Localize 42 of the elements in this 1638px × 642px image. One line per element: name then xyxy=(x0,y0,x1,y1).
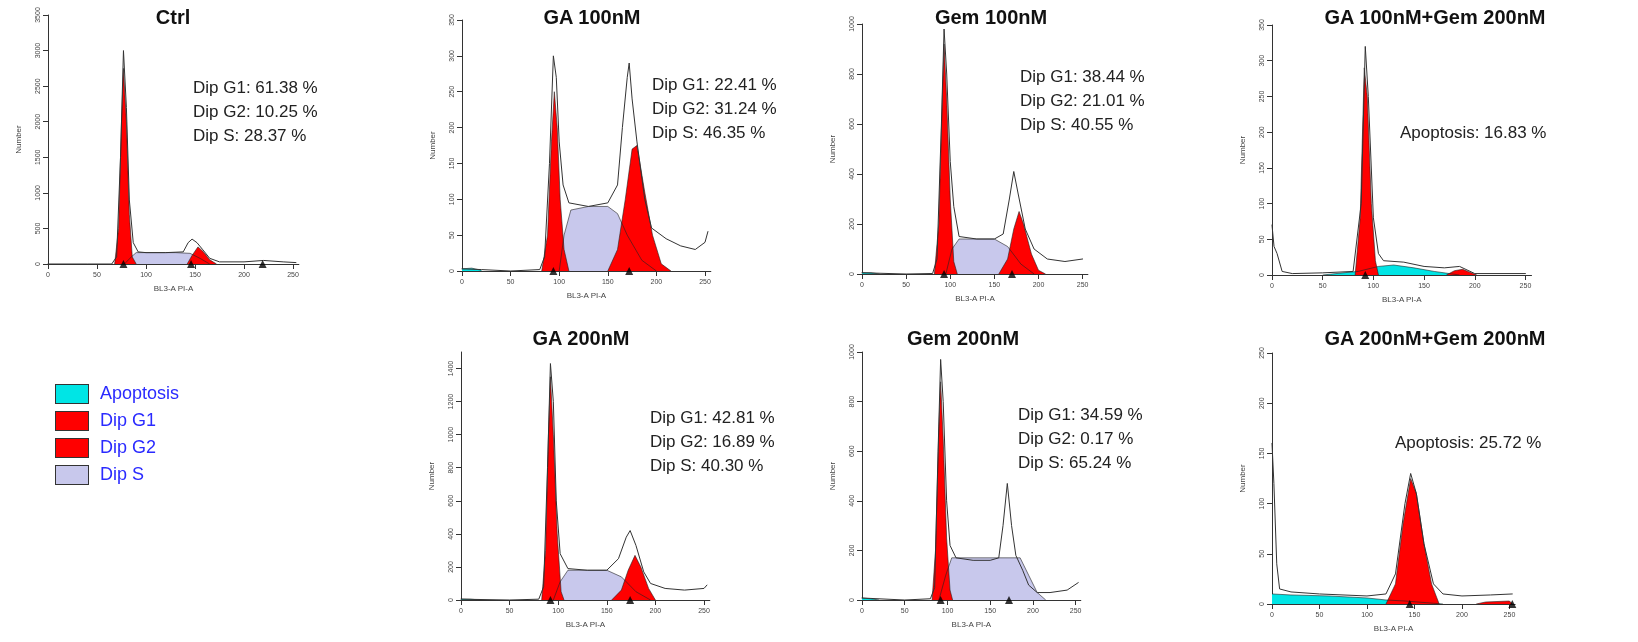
annotation: Dip G1: 42.81 % xyxy=(650,407,775,427)
y-axis-title: Number xyxy=(426,461,436,491)
annotation: Dip G2: 31.24 % xyxy=(652,98,777,118)
annotation: Dip S: 40.30 % xyxy=(650,455,764,475)
annotation: Dip G1: 22.41 % xyxy=(652,74,777,94)
x-axis-title: BL3-A PI-A xyxy=(153,283,194,293)
y-axis-title: Number xyxy=(827,134,837,164)
y-axis-title: Number xyxy=(13,124,23,154)
text: Dip S xyxy=(100,464,145,485)
annotation: Apoptosis: 25.72 % xyxy=(1395,432,1542,452)
chart-title: Gem 100nM xyxy=(934,6,1048,28)
chart-title: GA 100nM+Gem 200nM xyxy=(1324,6,1546,28)
text: Dip G2 xyxy=(100,437,157,458)
y-axis-title: Number xyxy=(1237,135,1247,165)
chart-title: GA 100nM xyxy=(543,6,641,28)
chart-title: Gem 200nM xyxy=(906,327,1020,349)
text: Apoptosis xyxy=(100,383,180,404)
annotation: Dip G2: 21.01 % xyxy=(1020,90,1145,110)
chart-title: GA 200nM+Gem 200nM xyxy=(1324,327,1546,349)
y-axis-title: Number xyxy=(1237,463,1247,493)
annotation: Dip G1: 61.38 % xyxy=(193,77,318,97)
chart-title: Ctrl xyxy=(155,6,191,28)
annotation: Dip G1: 38.44 % xyxy=(1020,66,1145,86)
text: Dip G1 xyxy=(100,410,157,431)
x-axis-title: BL3-A PI-A xyxy=(565,619,606,629)
x-axis-title: BL3-A PI-A xyxy=(951,619,992,629)
x-axis-title: BL3-A PI-A xyxy=(566,290,607,300)
annotation: Dip G2: 0.17 % xyxy=(1018,428,1134,448)
x-axis-title: BL3-A PI-A xyxy=(1381,294,1423,304)
annotation: Apoptosis: 16.83 % xyxy=(1400,122,1547,142)
chart-title: GA 200nM xyxy=(532,327,630,349)
annotation: Dip S: 46.35 % xyxy=(652,122,766,142)
annotation: Dip S: 40.55 % xyxy=(1020,114,1134,134)
x-axis-title: BL3-A PI-A xyxy=(1373,623,1415,633)
x-axis-title: BL3-A PI-A xyxy=(955,293,996,303)
y-axis-title: Number xyxy=(427,130,437,160)
annotation: Dip G1: 34.59 % xyxy=(1018,404,1143,424)
y-axis-title: Number xyxy=(827,461,837,491)
annotation: Dip G2: 10.25 % xyxy=(193,101,318,121)
annotation: Dip S: 28.37 % xyxy=(193,125,307,145)
annotation: Dip G2: 16.89 % xyxy=(650,431,775,451)
annotation: Dip S: 65.24 % xyxy=(1018,452,1132,472)
